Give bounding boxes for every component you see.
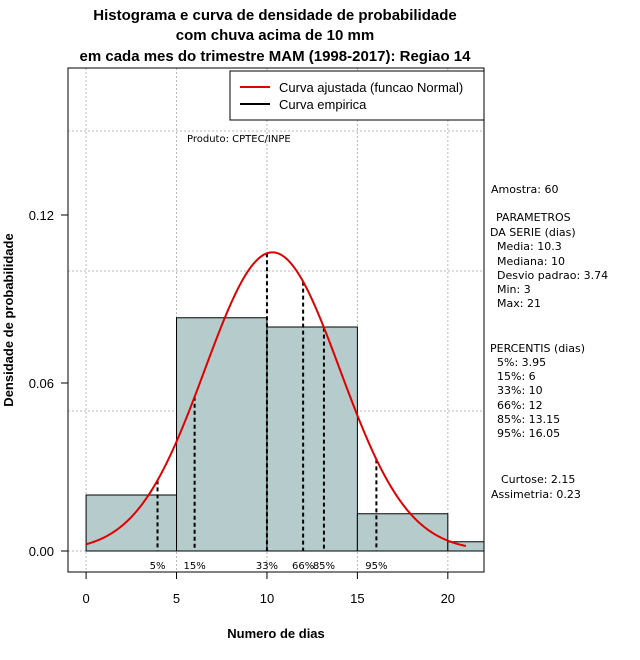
histogram-bar-1 xyxy=(176,317,268,552)
percentile-label-5: 95% xyxy=(365,561,387,572)
param-min: Min: 3 xyxy=(497,283,531,296)
x-axis-title: Numero de dias xyxy=(227,626,325,641)
histogram-bars xyxy=(85,317,485,552)
percentile-label-1: 15% xyxy=(183,561,205,572)
percentil-66: 66%: 12 xyxy=(497,399,543,412)
percentis-header: PERCENTIS (dias) xyxy=(490,342,585,355)
y-tick-label-1: 0.06 xyxy=(29,376,54,391)
params-header-2: DA SERIE (dias) xyxy=(490,226,576,239)
legend: Curva ajustada (funcao Normal) Curva emp… xyxy=(229,70,485,121)
legend-label-fit: Curva ajustada (funcao Normal) xyxy=(279,80,463,95)
x-tick-label-3: 15 xyxy=(350,591,364,606)
percentile-lines xyxy=(156,253,378,551)
percentile-label-2: 33% xyxy=(256,561,278,572)
chart-title-line-3: em cada mes do trimestre MAM (1998-2017)… xyxy=(80,48,472,65)
param-mediana: Mediana: 10 xyxy=(497,255,565,268)
percentil-33: 33%: 10 xyxy=(497,384,543,397)
histogram-bar-0 xyxy=(85,494,178,552)
param-max: Max: 21 xyxy=(497,297,541,310)
x-tick-label-0: 0 xyxy=(82,591,89,606)
param-desvio: Desvio padrao: 3.74 xyxy=(497,269,608,282)
sample-size: Amostra: 60 xyxy=(491,183,558,196)
percentil-15: 15%: 6 xyxy=(497,370,536,383)
params-header-1: PARAMETROS xyxy=(496,211,571,224)
y-tick-label-0: 0.00 xyxy=(29,544,54,559)
histogram-bar-3 xyxy=(356,513,449,552)
chart-title-line-2: com chuva acima de 10 mm xyxy=(176,27,374,44)
stats-panel: Amostra: 60 PARAMETROS DA SERIE (dias) M… xyxy=(490,183,608,501)
percentil-85: 85%: 13.15 xyxy=(497,413,560,426)
normal-fit-curve xyxy=(85,251,467,547)
percentile-label-4: 85% xyxy=(313,561,335,572)
x-tick-label-1: 5 xyxy=(173,591,180,606)
percentile-labels: 5% 15% 33% 66%85% 95% xyxy=(150,561,388,572)
legend-label-empirical: Curva empirica xyxy=(279,97,367,112)
curtose: Curtose: 2.15 xyxy=(501,473,575,486)
param-media: Media: 10.3 xyxy=(497,240,562,253)
histogram-bar-2 xyxy=(266,326,358,552)
x-tick-label-4: 20 xyxy=(441,591,455,606)
x-tick-label-2: 10 xyxy=(260,591,274,606)
percentile-label-3: 66% xyxy=(292,561,314,572)
y-axis-title: Densidade de probabilidade xyxy=(1,233,16,406)
percentil-5: 5%: 3.95 xyxy=(497,356,546,369)
y-tick-label-2: 0.12 xyxy=(29,208,54,223)
assimetria: Assimetria: 0.23 xyxy=(491,488,581,501)
product-label: Produto: CPTEC/INPE xyxy=(187,134,291,145)
chart-title-line-1: Histograma e curva de densidade de proba… xyxy=(93,7,456,24)
percentil-95: 95%: 16.05 xyxy=(497,427,560,440)
axes: 0 5 10 15 20 0.00 0.06 0.12 xyxy=(29,208,455,606)
percentile-label-0: 5% xyxy=(150,561,166,572)
legend-box xyxy=(229,70,485,121)
